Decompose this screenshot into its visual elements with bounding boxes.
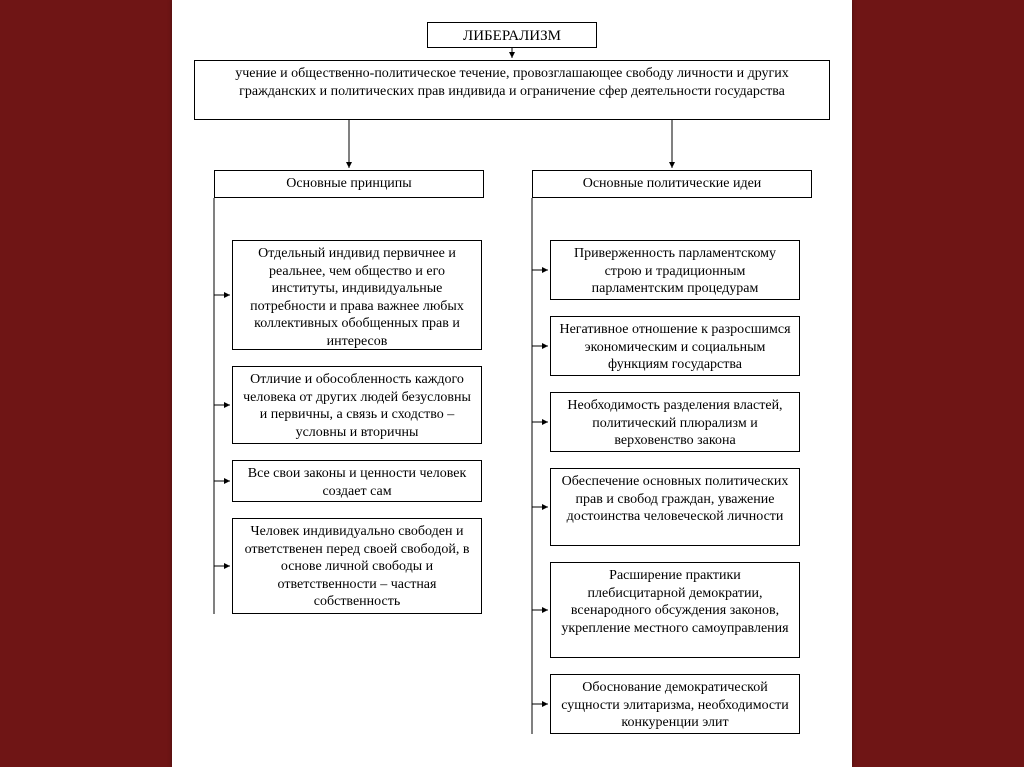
- right-item: Негативное отношение к разросшимся эконо…: [550, 316, 800, 376]
- right-header-text: Основные политические идеи: [583, 176, 762, 191]
- right-item-text: Обоснование демократической сущности эли…: [561, 680, 789, 730]
- definition-text: учение и общественно-политическое течени…: [235, 66, 789, 99]
- left-item-text: Отдельный индивид первичнее и реальнее, …: [250, 246, 464, 349]
- right-item-text: Негативное отношение к разросшимся эконо…: [559, 322, 790, 372]
- right-item: Обоснование демократической сущности эли…: [550, 674, 800, 734]
- right-item: Обеспечение основных политических прав и…: [550, 468, 800, 546]
- left-item: Отличие и обособленность каждого человек…: [232, 366, 482, 444]
- definition-box: учение и общественно-политическое течени…: [194, 60, 830, 120]
- right-header: Основные политические идеи: [532, 170, 812, 198]
- right-item-text: Необходимость разделения властей, полити…: [567, 398, 782, 448]
- left-item-text: Все свои законы и ценности человек созда…: [248, 466, 467, 499]
- left-item: Все свои законы и ценности человек созда…: [232, 460, 482, 502]
- right-item: Расширение практики плебисцитарной демок…: [550, 562, 800, 658]
- left-header: Основные принципы: [214, 170, 484, 198]
- left-item: Человек индивидуально свободен и ответст…: [232, 518, 482, 614]
- right-item-text: Обеспечение основных политических прав и…: [562, 474, 789, 524]
- left-item-text: Человек индивидуально свободен и ответст…: [245, 524, 470, 609]
- right-item: Необходимость разделения властей, полити…: [550, 392, 800, 452]
- title-text: ЛИБЕРАЛИЗМ: [463, 28, 561, 44]
- left-item-text: Отличие и обособленность каждого человек…: [243, 372, 471, 440]
- left-header-text: Основные принципы: [286, 176, 411, 191]
- page: ЛИБЕРАЛИЗМ учение и общественно-политиче…: [172, 0, 852, 767]
- title-box: ЛИБЕРАЛИЗМ: [427, 22, 597, 48]
- right-item-text: Приверженность парламентскому строю и тр…: [574, 246, 776, 296]
- right-item-text: Расширение практики плебисцитарной демок…: [561, 568, 788, 636]
- right-item: Приверженность парламентскому строю и тр…: [550, 240, 800, 300]
- left-item: Отдельный индивид первичнее и реальнее, …: [232, 240, 482, 350]
